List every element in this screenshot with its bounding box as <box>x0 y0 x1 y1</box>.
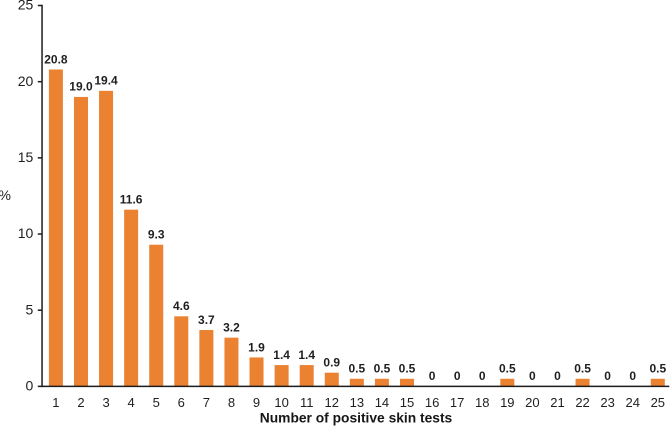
svg-text:12: 12 <box>325 395 339 410</box>
svg-text:20: 20 <box>525 395 539 410</box>
svg-text:8: 8 <box>228 395 235 410</box>
svg-text:19.4: 19.4 <box>94 74 118 88</box>
svg-text:22: 22 <box>575 395 589 410</box>
svg-text:0.5: 0.5 <box>374 362 391 376</box>
svg-text:25: 25 <box>18 0 34 13</box>
svg-text:0: 0 <box>554 369 561 383</box>
svg-text:11: 11 <box>300 395 314 410</box>
svg-text:0.5: 0.5 <box>499 362 516 376</box>
svg-text:11.6: 11.6 <box>120 192 143 206</box>
svg-text:7: 7 <box>203 395 210 410</box>
svg-text:0: 0 <box>26 378 34 394</box>
svg-text:%: % <box>0 187 11 203</box>
svg-text:5: 5 <box>153 395 160 410</box>
svg-text:0: 0 <box>479 369 486 383</box>
svg-text:0.9: 0.9 <box>323 355 340 369</box>
svg-text:3.2: 3.2 <box>223 320 240 334</box>
svg-text:18: 18 <box>475 395 489 410</box>
svg-text:Number of positive skin tests: Number of positive skin tests <box>260 411 453 426</box>
svg-text:4: 4 <box>128 395 135 410</box>
svg-text:10: 10 <box>274 395 288 410</box>
svg-text:20: 20 <box>18 73 34 89</box>
svg-text:14: 14 <box>375 395 389 410</box>
svg-text:19: 19 <box>500 395 514 410</box>
svg-text:0: 0 <box>454 369 461 383</box>
svg-text:0: 0 <box>604 369 611 383</box>
svg-text:10: 10 <box>18 225 34 241</box>
svg-text:21: 21 <box>550 395 564 410</box>
svg-text:17: 17 <box>450 395 464 410</box>
svg-text:24: 24 <box>625 395 639 410</box>
svg-text:0.5: 0.5 <box>574 362 591 376</box>
svg-text:25: 25 <box>651 395 665 410</box>
svg-text:0.5: 0.5 <box>349 362 366 376</box>
svg-text:6: 6 <box>178 395 185 410</box>
svg-text:1.4: 1.4 <box>273 348 290 362</box>
svg-text:1: 1 <box>52 395 59 410</box>
svg-text:13: 13 <box>350 395 364 410</box>
svg-text:23: 23 <box>600 395 614 410</box>
svg-text:15: 15 <box>400 395 414 410</box>
svg-text:0: 0 <box>529 369 536 383</box>
svg-text:0.5: 0.5 <box>399 362 416 376</box>
svg-text:16: 16 <box>425 395 439 410</box>
svg-text:19.0: 19.0 <box>69 80 93 94</box>
svg-text:4.6: 4.6 <box>173 299 190 313</box>
svg-text:20.8: 20.8 <box>44 52 68 66</box>
svg-text:9.3: 9.3 <box>148 228 165 242</box>
svg-text:3: 3 <box>102 395 109 410</box>
svg-text:15: 15 <box>18 149 34 165</box>
svg-text:1.9: 1.9 <box>248 340 265 354</box>
svg-text:0: 0 <box>629 369 636 383</box>
svg-text:3.7: 3.7 <box>198 313 215 327</box>
svg-text:1.4: 1.4 <box>298 348 315 362</box>
svg-text:5: 5 <box>26 301 34 317</box>
svg-text:0.5: 0.5 <box>649 362 666 376</box>
svg-text:9: 9 <box>253 395 260 410</box>
svg-text:0: 0 <box>429 369 436 383</box>
svg-text:2: 2 <box>77 395 84 410</box>
